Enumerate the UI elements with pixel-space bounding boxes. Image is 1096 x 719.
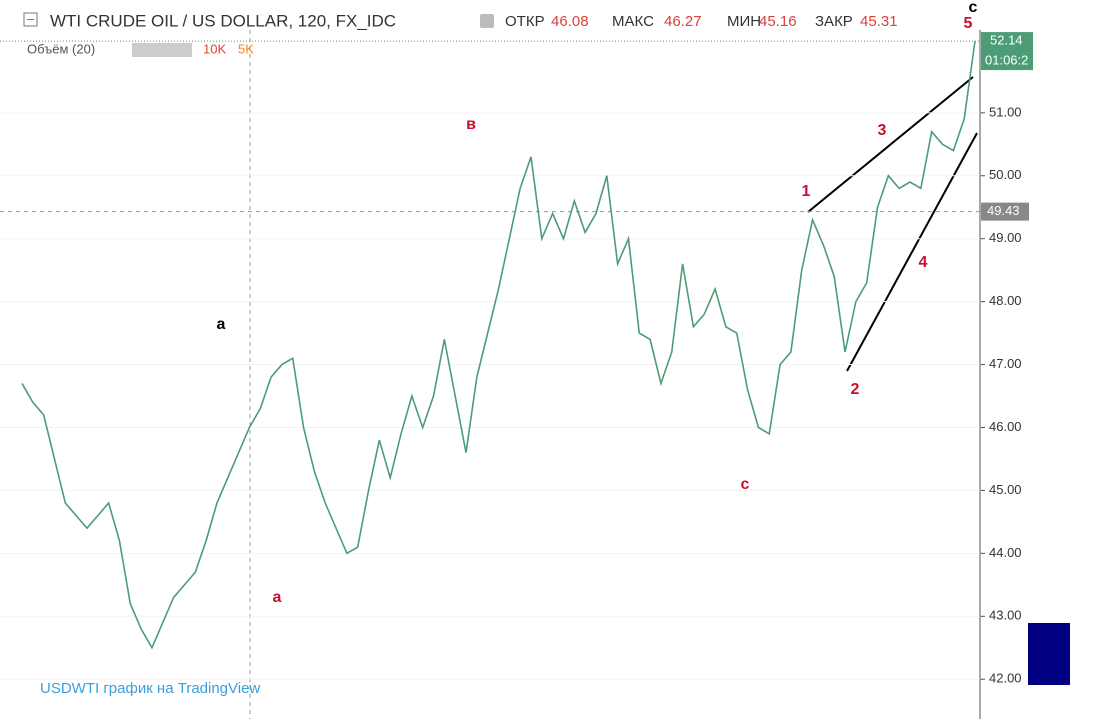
y-tick-label: 48.00: [989, 293, 1022, 308]
wave-label: a: [217, 316, 226, 333]
wave-label: 4: [919, 254, 928, 271]
price-line-box: [981, 202, 1029, 221]
scroll-marker: [1028, 623, 1070, 685]
countdown: 01:06:2: [985, 53, 1028, 68]
settings-icon[interactable]: [480, 14, 494, 28]
volume-title: Объём (20): [27, 41, 95, 56]
price-line-series: [21, 40, 976, 650]
collapse-icon[interactable]: [23, 12, 38, 27]
wave-label: в: [466, 116, 476, 133]
volume-legend: 10K: [203, 41, 226, 56]
stat-label: МАКС: [612, 13, 654, 30]
last-price-box: [981, 32, 1033, 71]
wave-label: a: [273, 589, 282, 606]
y-tick-label: 44.00: [989, 545, 1022, 560]
stat-value: 46.08: [551, 13, 589, 30]
trend-line: [846, 132, 978, 372]
wave-label: c: [741, 476, 750, 493]
y-tick-label: 46.00: [989, 419, 1022, 434]
stat-value: 45.16: [759, 13, 797, 30]
last-price-label: 52.14: [990, 33, 1023, 48]
y-tick-label: 45.00: [989, 482, 1022, 497]
y-tick-label: 50.00: [989, 167, 1022, 182]
y-tick-label: 51.00: [989, 104, 1022, 119]
wave-label: 3: [878, 122, 887, 139]
trend-line: [807, 76, 974, 213]
watermark: USDWTI график на TradingView: [40, 680, 260, 697]
y-tick-label: 47.00: [989, 356, 1022, 371]
y-tick-label: 43.00: [989, 608, 1022, 623]
y-tick-label: 42.00: [989, 671, 1022, 686]
volume-controls[interactable]: [132, 43, 192, 57]
stat-label: ОТКР: [505, 13, 545, 30]
chart-title: WTI CRUDE OIL / US DOLLAR, 120, FX_IDC: [50, 11, 396, 30]
volume-legend: 5K: [238, 41, 254, 56]
price-line-label: 49.43: [987, 203, 1020, 218]
y-tick-label: 49.00: [989, 230, 1022, 245]
wave-label: 5: [964, 15, 973, 32]
stat-label: ЗАКР: [815, 13, 853, 30]
stat-value: 45.31: [860, 13, 898, 30]
wave-label: c: [969, 0, 978, 16]
stat-value: 46.27: [664, 13, 702, 30]
wave-label: 2: [851, 381, 860, 398]
stat-label: МИН: [727, 13, 761, 30]
wave-label: 1: [802, 183, 811, 200]
